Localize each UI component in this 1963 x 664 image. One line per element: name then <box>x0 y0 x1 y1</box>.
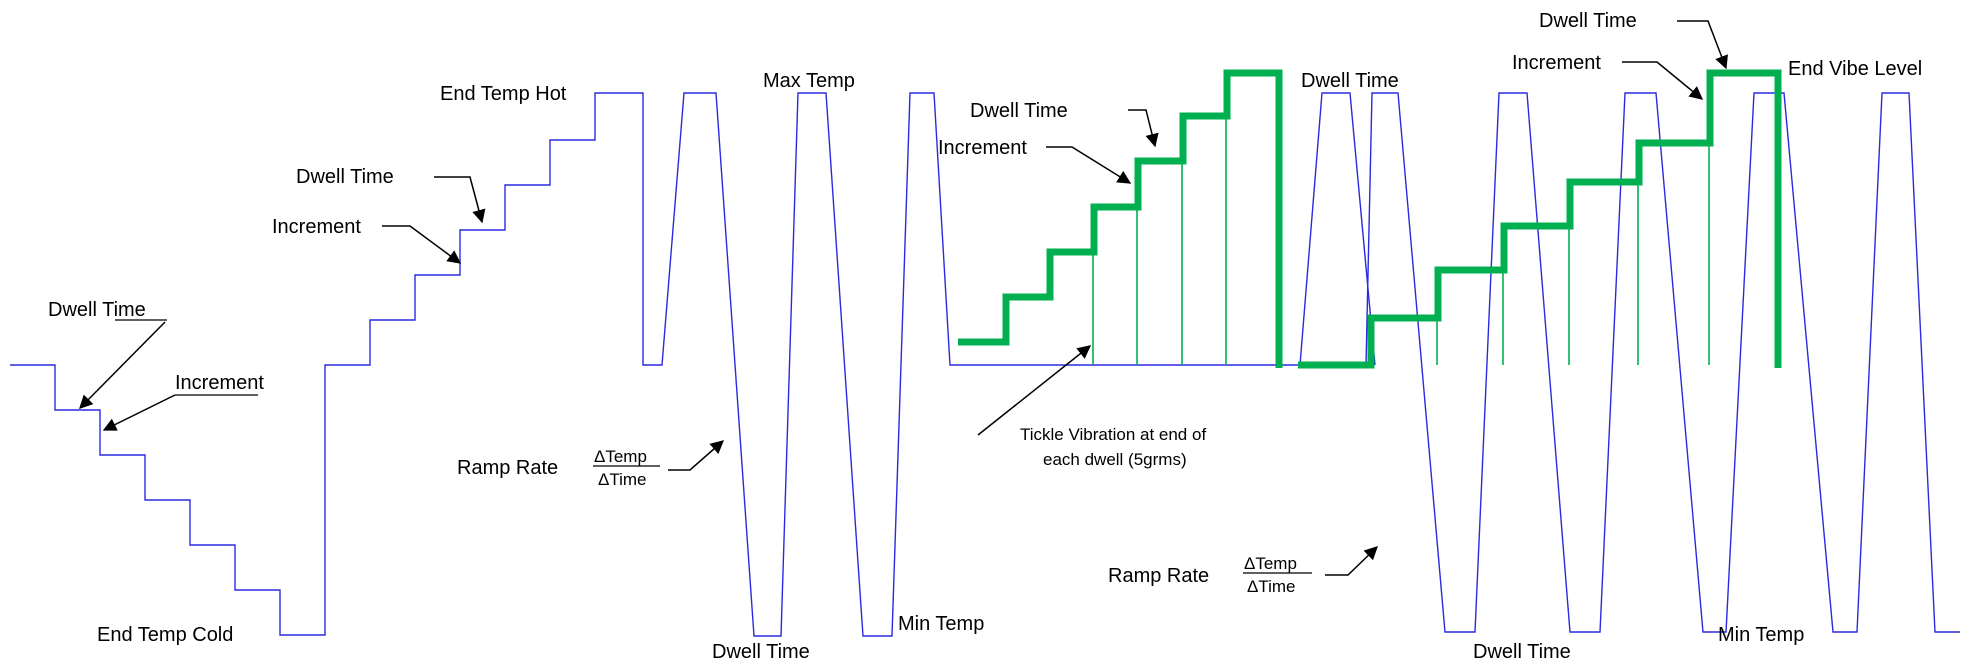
label-end-temp-cold: End Temp Cold <box>97 624 233 646</box>
frac-delta-time-1: ΔTime <box>598 470 647 489</box>
label-dwell-time-left: Dwell Time <box>48 299 146 321</box>
tickle-vibration-spikes <box>1092 116 1710 365</box>
label-min-temp-1: Min Temp <box>898 613 984 635</box>
arrow-ramp-rate-2 <box>1325 546 1378 576</box>
label-end-vibe-level: End Vibe Level <box>1788 58 1922 80</box>
arrow-increment-right <box>1622 61 1704 100</box>
label-max-temp: Max Temp <box>763 70 855 92</box>
arrow-tickle <box>977 345 1092 436</box>
label-dwell-time-bottom-1: Dwell Time <box>712 641 810 663</box>
label-increment-left: Increment <box>175 372 264 394</box>
label-dwell-time-vibe: Dwell Time <box>970 100 1068 122</box>
frac-delta-temp-1: ΔTemp <box>594 447 647 466</box>
arrow-ramp-rate-1 <box>668 440 725 471</box>
arrow-dwell-time-vibe <box>1128 109 1159 148</box>
label-dwell-time-2: Dwell Time <box>296 166 394 188</box>
thermal-profile-line-2 <box>1299 92 1376 366</box>
arrow-dwell-time-left <box>79 321 166 409</box>
label-tickle-line2: each dwell (5grms) <box>1043 450 1187 469</box>
vibration-profile-line-1 <box>958 69 1283 368</box>
label-tickle-line1: Tickle Vibration at end of <box>1020 425 1206 444</box>
label-dwell-time-top: Dwell Time <box>1539 10 1637 32</box>
frac-delta-time-2: ΔTime <box>1247 577 1296 596</box>
label-end-temp-hot: End Temp Hot <box>440 83 567 105</box>
label-increment-2: Increment <box>272 216 361 238</box>
label-dwell-time-bottom-2: Dwell Time <box>1473 641 1571 663</box>
label-ramp-rate-1: Ramp Rate <box>457 457 558 479</box>
label-ramp-rate-2: Ramp Rate <box>1108 565 1209 587</box>
arrow-increment-vibe <box>1046 146 1132 184</box>
label-increment-vibe: Increment <box>938 137 1027 159</box>
arrow-increment-left <box>102 394 176 431</box>
label-dwell-time-right: Dwell Time <box>1301 70 1399 92</box>
arrow-dwell-time-top <box>1677 20 1728 70</box>
arrow-increment-2 <box>382 225 462 264</box>
arrow-dwell-time-2 <box>434 176 486 224</box>
frac-delta-temp-2: ΔTemp <box>1244 554 1297 573</box>
label-increment-right: Increment <box>1512 52 1601 74</box>
thermal-profile-line <box>10 92 1960 637</box>
label-min-temp-2: Min Temp <box>1718 624 1804 646</box>
vibration-profile-line-2 <box>1298 69 1782 369</box>
